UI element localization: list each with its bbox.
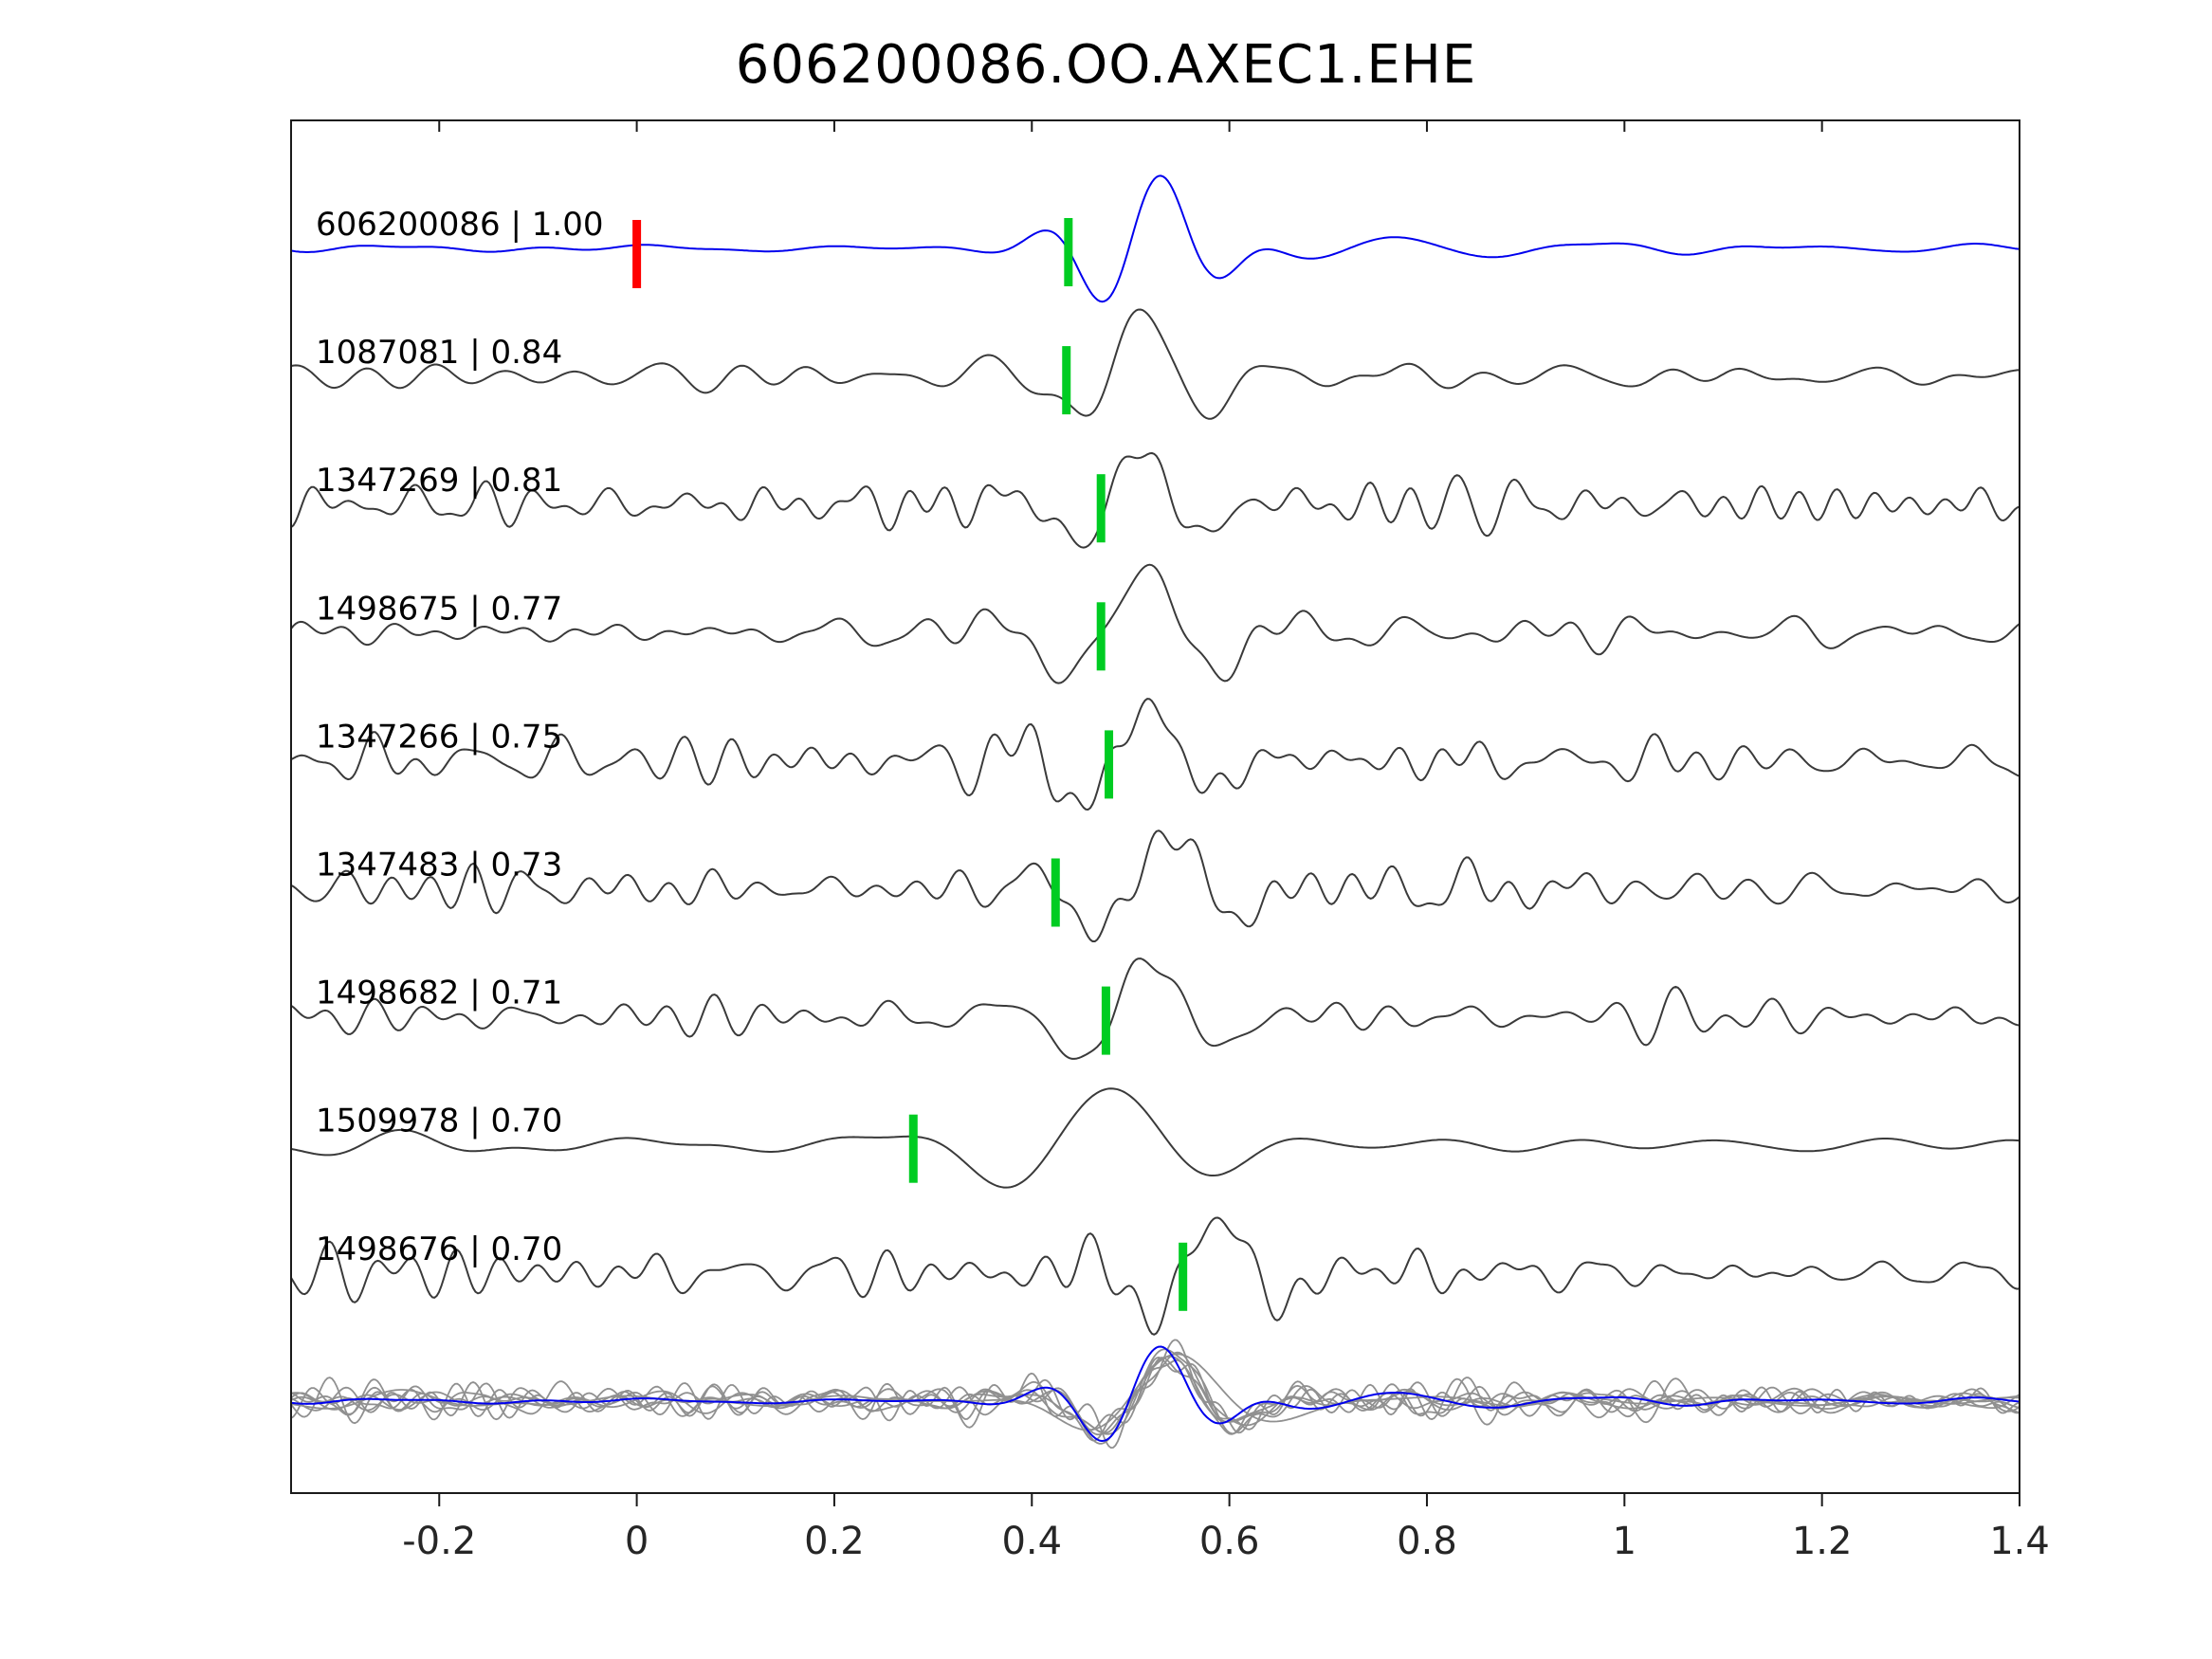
overlay-trace-1498676 [292,1339,2019,1449]
pick-marker-1498682 [1101,986,1110,1055]
trace-label-1347483: 1347483 | 0.73 [316,847,562,884]
waveform-trace-1087081 [292,308,2019,420]
waveform-trace-1347483 [292,830,2019,942]
waveform-trace-1498682 [292,957,2019,1060]
x-tick-label: 0 [625,1520,649,1563]
trace-label-1347269: 1347269 | 0.81 [316,462,562,500]
x-tick-label: -0.2 [402,1520,476,1563]
overlay-template-trace [292,1345,2019,1442]
pick-marker-1498675 [1096,602,1106,671]
trace-label-606200086: 606200086 | 1.00 [316,206,603,244]
traces-group [292,174,2019,1449]
trace-label-1509978: 1509978 | 0.70 [316,1103,562,1140]
pick-marker-1498676 [1179,1242,1188,1311]
pick-marker-1087081 [1062,346,1071,415]
pick-marker-1347266 [1105,730,1114,799]
trace-label-1087081: 1087081 | 0.84 [316,334,562,372]
x-tick-label: 0.2 [804,1520,865,1563]
trace-label-1498675: 1498675 | 0.77 [316,590,562,628]
plot-border [290,119,2020,1494]
x-tick-label: 0.6 [1199,1520,1260,1563]
chart-title: 606200086.OO.AXEC1.EHE [735,34,1477,96]
pick-marker-1347483 [1051,858,1060,927]
origin-marker [632,220,642,288]
x-tick-label: 0.4 [1001,1520,1062,1563]
x-tick-label: 0.8 [1397,1520,1457,1563]
waveform-trace-1498675 [292,563,2019,684]
waveform-trace-1347266 [292,698,2019,811]
waveform-trace-1347269 [292,452,2019,549]
pick-marker-1347269 [1096,474,1106,543]
waveform-trace-606200086 [292,174,2019,303]
pick-marker-1509978 [908,1114,918,1183]
overlay-trace-1498682 [292,1351,2019,1434]
x-tick-label: 1.2 [1792,1520,1853,1563]
trace-label-1498682: 1498682 | 0.71 [316,975,562,1012]
x-tick-label: 1.4 [1989,1520,2050,1563]
pick-marker-606200086 [1064,218,1073,286]
x-tick-label: 1 [1613,1520,1636,1563]
trace-label-1347266: 1347266 | 0.75 [316,718,562,756]
trace-label-1498676: 1498676 | 0.70 [316,1231,562,1268]
waveform-trace-1509978 [292,1087,2019,1189]
waveform-trace-1498676 [292,1216,2019,1336]
